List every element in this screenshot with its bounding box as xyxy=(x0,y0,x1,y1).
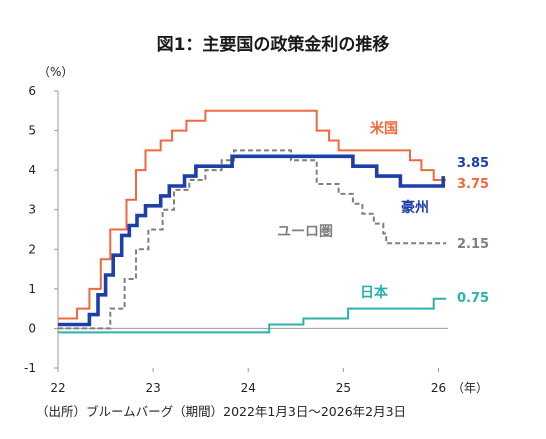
end-value-eurozone: 2.15 xyxy=(457,237,489,252)
chart-title: 図1：主要国の政策金利の推移 xyxy=(157,34,390,55)
end-value-australia: 3.85 xyxy=(457,156,489,171)
series-line-australia xyxy=(58,154,445,327)
y-tick-label: 5 xyxy=(28,124,36,138)
x-tick-label: 24 xyxy=(241,381,256,395)
end-value-us: 3.75 xyxy=(457,177,489,192)
x-tick-label: 23 xyxy=(145,381,160,395)
series-label-us: 米国 xyxy=(370,120,398,137)
series-line-japan xyxy=(58,297,447,334)
labels-layer: 米国 豪州 ユーロ圏 日本 3.85 3.75 2.15 0.75 xyxy=(277,120,489,306)
series-line-us xyxy=(58,109,447,320)
series-label-eurozone: ユーロ圏 xyxy=(277,224,333,240)
y-tick-label: 1 xyxy=(28,282,36,296)
series-label-australia: 豪州 xyxy=(401,199,429,216)
x-axis-unit: （年） xyxy=(452,381,488,395)
x-tick-label: 25 xyxy=(336,381,351,395)
y-tick-label: 0 xyxy=(28,321,36,335)
y-axis-unit: （%） xyxy=(38,65,73,79)
source-note: （出所）ブルームバーグ（期間）2022年1月3日～2026年2月3日 xyxy=(36,404,406,419)
y-tick-label: 6 xyxy=(28,84,36,98)
end-value-japan: 0.75 xyxy=(457,291,489,306)
series-layer xyxy=(58,109,447,334)
x-tick-label: 26 xyxy=(431,381,446,395)
y-tick-label: 2 xyxy=(28,242,36,256)
series-line-eurozone xyxy=(58,149,447,330)
y-tick-label: 4 xyxy=(28,163,36,177)
y-tick-label: 3 xyxy=(28,203,36,217)
series-label-japan: 日本 xyxy=(360,284,389,301)
x-tick-label: 22 xyxy=(50,381,65,395)
y-tick-label: -1 xyxy=(24,361,36,375)
